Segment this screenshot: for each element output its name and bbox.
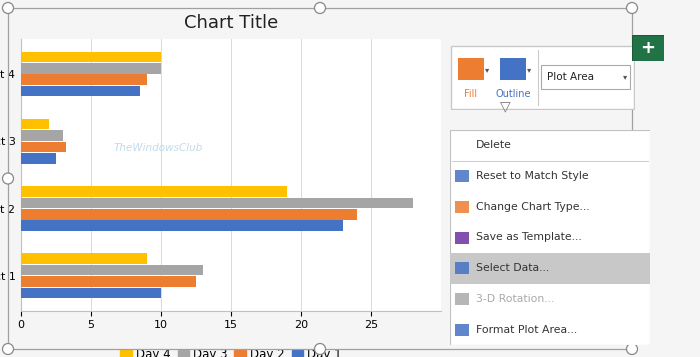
Text: ▾: ▾ (485, 65, 489, 75)
Text: Save as Template...: Save as Template... (476, 232, 582, 242)
Bar (21, 142, 66, 152)
Text: +: + (640, 39, 655, 57)
Bar (21, 253, 147, 264)
Text: TheWindowsClub: TheWindowsClub (113, 143, 203, 153)
Bar (21, 186, 287, 197)
Bar (21, 209, 357, 220)
Bar (21, 130, 63, 141)
Circle shape (3, 343, 13, 355)
Text: Select Data...: Select Data... (476, 263, 550, 273)
Circle shape (626, 2, 638, 14)
FancyBboxPatch shape (455, 293, 469, 305)
Text: ▾: ▾ (623, 72, 627, 81)
Bar (21, 197, 413, 208)
Circle shape (314, 2, 326, 14)
FancyBboxPatch shape (455, 324, 469, 336)
FancyBboxPatch shape (541, 65, 630, 89)
Text: ▾: ▾ (527, 65, 531, 75)
Title: Chart Title: Chart Title (184, 14, 278, 32)
Bar (21, 63, 161, 74)
Circle shape (626, 343, 638, 355)
Bar (21, 288, 161, 298)
Bar (21, 153, 56, 164)
Text: Plot Area: Plot Area (547, 72, 594, 82)
Bar (21, 86, 140, 96)
Text: Delete: Delete (476, 140, 512, 150)
FancyBboxPatch shape (451, 46, 634, 109)
Text: 3-D Rotation...: 3-D Rotation... (476, 294, 554, 304)
Text: Change Chart Type...: Change Chart Type... (476, 202, 589, 212)
FancyBboxPatch shape (450, 253, 650, 283)
FancyBboxPatch shape (632, 35, 664, 61)
Circle shape (314, 343, 326, 355)
Text: ▽: ▽ (500, 99, 510, 113)
Legend: Day 4, Day 3, Day 2, Day 1: Day 4, Day 3, Day 2, Day 1 (116, 344, 346, 357)
Text: Reset to Match Style: Reset to Match Style (476, 171, 589, 181)
FancyBboxPatch shape (450, 130, 650, 345)
Bar (21, 265, 203, 275)
Text: Fill: Fill (464, 89, 477, 99)
Bar (21, 75, 147, 85)
Text: Outline: Outline (496, 89, 531, 99)
Bar (21, 276, 196, 287)
Bar (21, 52, 161, 62)
FancyBboxPatch shape (455, 262, 469, 274)
FancyBboxPatch shape (458, 58, 484, 80)
FancyBboxPatch shape (455, 170, 469, 182)
Text: Format Plot Area...: Format Plot Area... (476, 325, 578, 335)
Circle shape (3, 2, 13, 14)
Bar (21, 221, 343, 231)
FancyBboxPatch shape (455, 231, 469, 243)
Circle shape (3, 173, 13, 184)
Bar (21, 119, 49, 129)
FancyBboxPatch shape (500, 58, 526, 80)
FancyBboxPatch shape (455, 201, 469, 213)
